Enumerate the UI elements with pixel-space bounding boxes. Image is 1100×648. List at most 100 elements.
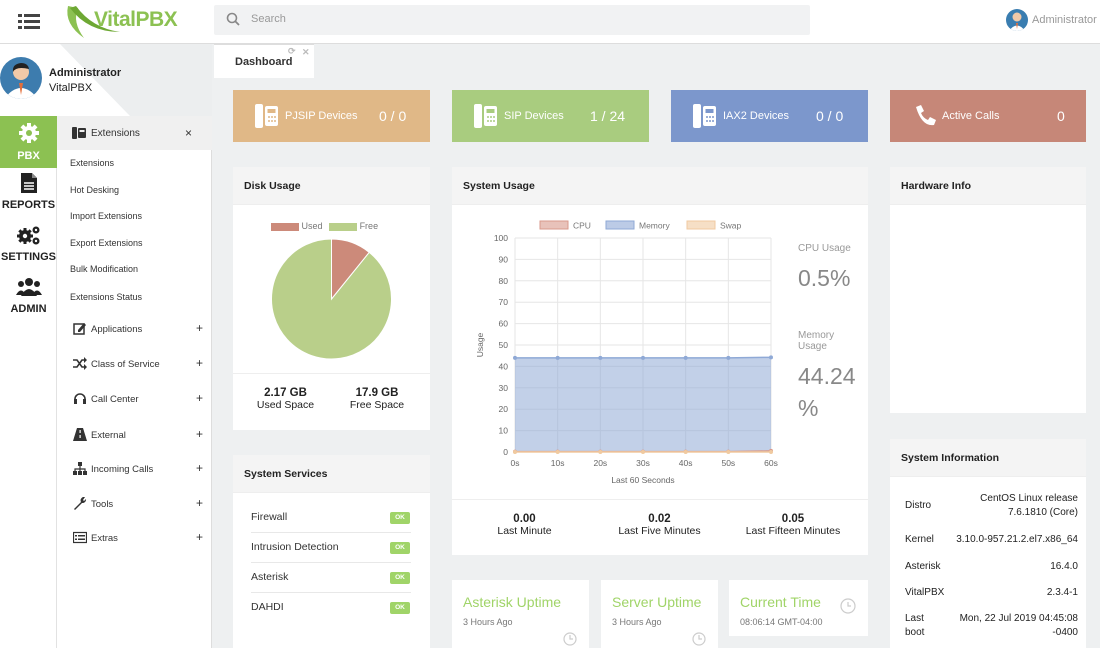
tab-label: Dashboard xyxy=(235,56,293,68)
x-tick-label: 20s xyxy=(593,458,607,468)
divider xyxy=(452,499,868,500)
profile-name: Administrator xyxy=(49,67,122,79)
module-settings-label: SETTINGS xyxy=(0,251,56,263)
menu-group-label: External xyxy=(91,430,126,441)
menu-toggle-icon[interactable] xyxy=(18,13,40,31)
users-icon xyxy=(15,278,42,296)
menu-item-bulk-modification[interactable]: Bulk Modification xyxy=(70,264,139,274)
card-header: System Information xyxy=(890,439,1086,477)
used-space: 2.17 GB Used Space xyxy=(248,387,323,411)
uptime-value: 3 Hours Ago xyxy=(612,617,662,627)
load-last-minute: 0.00 Last Minute xyxy=(472,513,577,537)
disk-legend: Used Free xyxy=(271,221,378,231)
menu-item-import-extensions[interactable]: Import Extensions xyxy=(70,211,143,221)
status-badge: OK xyxy=(390,542,410,554)
expand-icon[interactable]: + xyxy=(195,496,203,510)
close-tab-icon[interactable]: ✕ xyxy=(302,47,310,57)
tile-pjsip-devices[interactable]: PJSIP Devices 0 / 0 xyxy=(233,90,430,142)
module-pbx-label: PBX xyxy=(17,150,40,162)
service-name: Asterisk xyxy=(251,571,289,583)
menu-group-label: Applications xyxy=(91,324,143,335)
menu-group-external[interactable]: External + xyxy=(73,427,203,442)
x-tick-label: 0s xyxy=(511,458,520,468)
collapse-icon[interactable]: × xyxy=(185,126,193,140)
x-tick-label: 10s xyxy=(551,458,565,468)
refresh-icon[interactable]: ⟳ xyxy=(288,46,296,56)
user-menu[interactable]: Administrator ▼ xyxy=(1006,8,1100,32)
search-input[interactable]: Search xyxy=(251,13,286,25)
menu-item-hot-desking[interactable]: Hot Desking xyxy=(70,185,120,195)
service-intrusion-detection: Intrusion Detection OK xyxy=(251,533,411,563)
hardware-info-card: Hardware Info xyxy=(890,167,1086,413)
menu-group-applications[interactable]: Applications + xyxy=(73,321,203,336)
series-point-swap xyxy=(598,450,603,454)
expand-icon[interactable]: + xyxy=(195,391,203,405)
status-badge: OK xyxy=(390,572,410,584)
tile-label: PJSIP Devices xyxy=(285,110,358,122)
load-label: Last Minute xyxy=(497,525,552,537)
free-space-value: 17.9 GB xyxy=(355,387,399,399)
y-tick-label: 100 xyxy=(494,233,508,243)
y-tick-label: 80 xyxy=(499,276,509,286)
device-icon xyxy=(693,104,716,128)
info-key: Distro xyxy=(905,500,932,511)
expand-icon[interactable]: + xyxy=(195,356,203,370)
info-value: Mon, 22 Jul 2019 04:45:08 -0400 xyxy=(959,613,1078,638)
tile-iax2-devices[interactable]: IAX2 Devices 0 / 0 xyxy=(671,90,868,142)
pbx-menu: Extensions × Extensions Hot Desking Impo… xyxy=(57,116,212,648)
module-pbx[interactable]: PBX xyxy=(0,116,57,168)
menu-group-class-of-service[interactable]: Class of Service + xyxy=(73,356,203,371)
menu-item-export-extensions[interactable]: Export Extensions xyxy=(70,238,143,248)
tile-sip-devices[interactable]: SIP Devices 1 / 24 xyxy=(452,90,649,142)
vitalpbx-logo[interactable]: VitalPBX xyxy=(62,2,182,40)
service-name: Intrusion Detection xyxy=(251,541,339,553)
tab-dashboard[interactable]: Dashboard ⟳ ✕ xyxy=(214,44,314,78)
service-dahdi: DAHDI OK xyxy=(251,593,411,623)
card-title: Disk Usage xyxy=(244,180,301,192)
x-axis-label: Last 60 Seconds xyxy=(611,475,674,485)
y-tick-label: 60 xyxy=(499,319,509,329)
search-bar[interactable]: Search xyxy=(214,5,810,35)
tile-active-calls[interactable]: Active Calls 0 xyxy=(890,90,1086,142)
expand-icon[interactable]: + xyxy=(195,461,203,475)
load-label: Last Fifteen Minutes xyxy=(745,525,841,537)
system-information-card: System Information Distro CentOS Linux r… xyxy=(890,439,1086,648)
memory-usage-value: 44.24 % xyxy=(798,363,856,421)
info-value: 16.4.0 xyxy=(1050,561,1078,572)
tile-value: 0 xyxy=(1057,108,1065,124)
uptime-title: Current Time xyxy=(740,594,821,610)
series-point-memory xyxy=(769,355,773,360)
series-point-memory xyxy=(726,355,731,360)
menu-item-extensions[interactable]: Extensions xyxy=(70,158,115,168)
service-name: Firewall xyxy=(251,511,288,523)
module-settings[interactable]: SETTINGS xyxy=(0,224,57,272)
device-icon xyxy=(255,104,278,128)
menu-group-extras[interactable]: Extras + xyxy=(73,530,203,545)
road-icon xyxy=(73,428,87,441)
tile-label: IAX2 Devices xyxy=(723,110,790,122)
expand-icon[interactable]: + xyxy=(195,427,203,441)
status-badge: OK xyxy=(390,512,410,524)
tile-value: 1 / 24 xyxy=(590,108,626,124)
tile-label: Active Calls xyxy=(942,110,1000,122)
expand-icon[interactable]: + xyxy=(195,530,203,544)
menu-group-label: Incoming Calls xyxy=(91,464,154,475)
load-label: Last Five Minutes xyxy=(618,525,701,537)
menu-group-call-center[interactable]: Call Center + xyxy=(73,391,203,406)
series-point-swap xyxy=(769,450,773,454)
module-bar: PBX REPORTS SETTINGS ADMIN xyxy=(0,116,57,648)
menu-item-extensions-status[interactable]: Extensions Status xyxy=(70,292,143,302)
free-space-label: Free Space xyxy=(349,399,405,411)
expand-icon[interactable]: + xyxy=(195,321,203,335)
free-space: 17.9 GB Free Space xyxy=(338,387,416,411)
memory-usage-label: Memory Usage xyxy=(798,330,835,352)
series-point-memory xyxy=(513,355,517,360)
module-reports[interactable]: REPORTS xyxy=(0,172,57,220)
load-last-five-minutes: 0.02 Last Five Minutes xyxy=(607,513,712,537)
uptime-value: 3 Hours Ago xyxy=(463,617,513,627)
menu-section-extensions[interactable]: Extensions × xyxy=(57,116,212,150)
menu-group-tools[interactable]: Tools + xyxy=(73,496,203,511)
module-admin[interactable]: ADMIN xyxy=(0,276,57,324)
menu-group-incoming-calls[interactable]: Incoming Calls + xyxy=(73,461,203,476)
x-tick-label: 60s xyxy=(764,458,778,468)
